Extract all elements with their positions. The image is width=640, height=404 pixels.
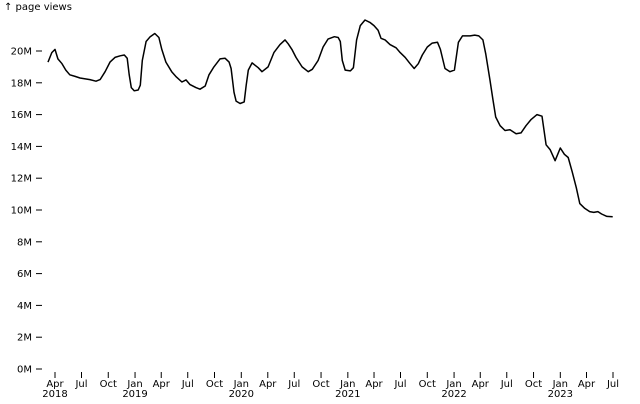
x-tick-year-label: 2019	[122, 389, 147, 400]
x-tick-label: Apr	[365, 379, 383, 390]
y-tick-label: 20M	[11, 47, 32, 58]
x-tick-label: Jul	[287, 379, 300, 390]
x-tick-label: Oct	[312, 379, 329, 390]
y-tick-label: 8M	[17, 237, 32, 248]
x-tick-label: Jul	[74, 379, 87, 390]
x-tick-label: Jul	[181, 379, 194, 390]
x-tick-label: Jan	[126, 379, 142, 390]
x-tick-label: Jul	[606, 379, 619, 390]
series-line	[47, 19, 613, 218]
y-tick-label: 4M	[17, 301, 32, 312]
x-tick-label: Apr	[578, 379, 596, 390]
x-tick-year-label: 2023	[548, 389, 573, 400]
x-tick-label: Oct	[100, 379, 117, 390]
x-tick-label: Oct	[419, 379, 436, 390]
y-tick-label: 14M	[11, 142, 32, 153]
y-axis: 0M 2M 4M 6M 8M 10M 12M 14M 16M 18M 20M	[11, 47, 42, 376]
x-tick-label: Apr	[259, 379, 277, 390]
y-tick-label: 6M	[17, 269, 32, 280]
y-tick-label: 18M	[11, 78, 32, 89]
x-tick-label: Apr	[153, 379, 171, 390]
x-tick-year-label: 2022	[441, 389, 466, 400]
x-tick-label: Apr	[472, 379, 490, 390]
y-axis-label: ↑ page views	[4, 2, 72, 13]
y-tick-label: 2M	[17, 333, 32, 344]
y-tick-label: 10M	[11, 206, 32, 217]
y-tick-label: 12M	[11, 174, 32, 185]
x-tick-label: Jul	[393, 379, 406, 390]
x-tick-year-label: 2021	[335, 389, 360, 400]
x-tick-label: Apr	[46, 379, 64, 390]
y-tick-label: 0M	[17, 365, 32, 376]
x-tick-label: Jan	[233, 379, 249, 390]
x-tick-label: Oct	[206, 379, 223, 390]
x-tick-label: Oct	[525, 379, 542, 390]
x-tick-year-label: 2020	[229, 389, 254, 400]
x-tick-label: Jan	[445, 379, 461, 390]
y-tick-label: 16M	[11, 110, 32, 121]
x-tick-label: Jan	[339, 379, 355, 390]
x-tick-label: Jul	[500, 379, 513, 390]
x-tick-label: Jan	[552, 379, 568, 390]
x-tick-year-label: 2018	[42, 389, 67, 400]
